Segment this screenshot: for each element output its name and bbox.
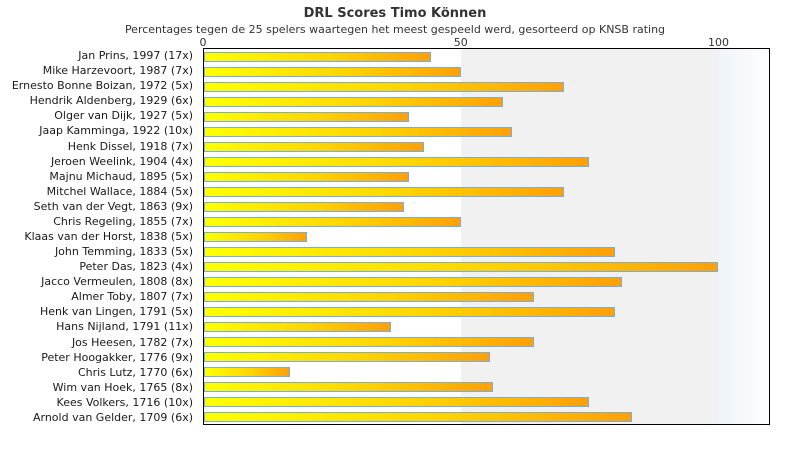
y-axis-label: Wim van Hoek, 1765 (8x) [52, 380, 193, 394]
y-axis-label: Henk Dissel, 1918 (7x) [67, 139, 193, 153]
bar-row [204, 139, 769, 154]
y-axis-label: Jacco Vermeulen, 1808 (8x) [41, 275, 193, 289]
bar-row [204, 64, 769, 79]
y-axis-label: Olger van Dijk, 1927 (5x) [54, 109, 193, 123]
y-axis-label: Jeroen Weelink, 1904 (4x) [50, 154, 193, 168]
bar [204, 96, 504, 107]
y-axis-label: Seth van der Vegt, 1863 (9x) [33, 199, 193, 213]
bar-row [204, 274, 769, 289]
bar-row [204, 154, 769, 169]
bar [204, 336, 535, 347]
bar-row [204, 169, 769, 184]
bar [204, 291, 535, 302]
bar [204, 156, 590, 167]
y-axis-label: Chris Lutz, 1770 (6x) [77, 365, 193, 379]
bar [204, 246, 615, 257]
bar-row [204, 379, 769, 394]
y-axis-labels: Jan Prins, 1997 (17x) Mike Harzevoort, 19… [0, 48, 197, 425]
bar [204, 411, 632, 422]
bar [204, 66, 461, 77]
bar [204, 201, 404, 212]
bar-row [204, 94, 769, 109]
y-axis-label: Mitchel Wallace, 1884 (5x) [46, 184, 193, 198]
bar [204, 81, 564, 92]
bar [204, 111, 410, 122]
y-axis-label: Hans Nijland, 1791 (11x) [56, 320, 193, 334]
y-axis-label: Jan Prins, 1997 (17x) [78, 49, 193, 63]
y-axis-label: Peter Das, 1823 (4x) [79, 260, 193, 274]
y-axis-label: Mike Harzevoort, 1987 (7x) [42, 64, 193, 78]
bar [204, 261, 718, 272]
bar [204, 51, 431, 62]
bar-row [204, 214, 769, 229]
bar-row [204, 124, 769, 139]
bar [204, 216, 461, 227]
bar [204, 321, 391, 332]
bar [204, 171, 410, 182]
y-axis-label: Jos Heesen, 1782 (7x) [71, 335, 193, 349]
x-axis-tick-label: 100 [707, 36, 729, 49]
y-axis-label: Chris Regeling, 1855 (7x) [53, 214, 193, 228]
bar [204, 126, 513, 137]
bar-row [204, 49, 769, 64]
x-axis-tick-label: 50 [453, 36, 468, 49]
bar [204, 141, 425, 152]
bar [204, 366, 290, 377]
bar-row [204, 304, 769, 319]
bar [204, 306, 615, 317]
bar [204, 381, 494, 392]
y-axis-label: Ernesto Bonne Boizan, 1972 (5x) [11, 79, 193, 93]
bar [204, 351, 490, 362]
y-axis-label: Arnold van Gelder, 1709 (6x) [32, 410, 193, 424]
chart-title: DRL Scores Timo Können [303, 6, 487, 21]
bar [204, 396, 590, 407]
plot-area [203, 48, 770, 425]
bar-row [204, 199, 769, 214]
y-axis-label: Almer Toby, 1807 (7x) [71, 290, 193, 304]
bar-row [204, 184, 769, 199]
bar-row [204, 259, 769, 274]
x-axis: 0 50 100 [199, 36, 770, 49]
bar [204, 231, 307, 242]
bar-row [204, 364, 769, 379]
y-axis-label: Hendrik Aldenberg, 1929 (6x) [29, 94, 193, 108]
bar-row [204, 244, 769, 259]
y-axis-label: Kees Volkers, 1716 (10x) [56, 395, 193, 409]
bar-row [204, 334, 769, 349]
bar-row [204, 349, 769, 364]
bar [204, 276, 622, 287]
y-axis-label: Peter Hoogakker, 1776 (9x) [41, 350, 193, 364]
bar-row [204, 394, 769, 409]
y-axis-label: Jaap Kamminga, 1922 (10x) [39, 124, 193, 138]
bar-row [204, 79, 769, 94]
bar-row [204, 319, 769, 334]
bar [204, 186, 564, 197]
y-axis-label: Klaas van der Horst, 1838 (5x) [24, 229, 193, 243]
bar-row [204, 229, 769, 244]
y-axis-label: John Temming, 1833 (5x) [54, 245, 193, 259]
bar-row [204, 409, 769, 424]
bar-row [204, 109, 769, 124]
bar-row [204, 289, 769, 304]
chart-subtitle: Percentages tegen de 25 spelers waartege… [124, 23, 666, 36]
y-axis-label: Henk van Lingen, 1791 (5x) [39, 305, 193, 319]
y-axis-label: Majnu Michaud, 1895 (5x) [49, 169, 193, 183]
x-axis-tick-label: 0 [199, 36, 207, 49]
